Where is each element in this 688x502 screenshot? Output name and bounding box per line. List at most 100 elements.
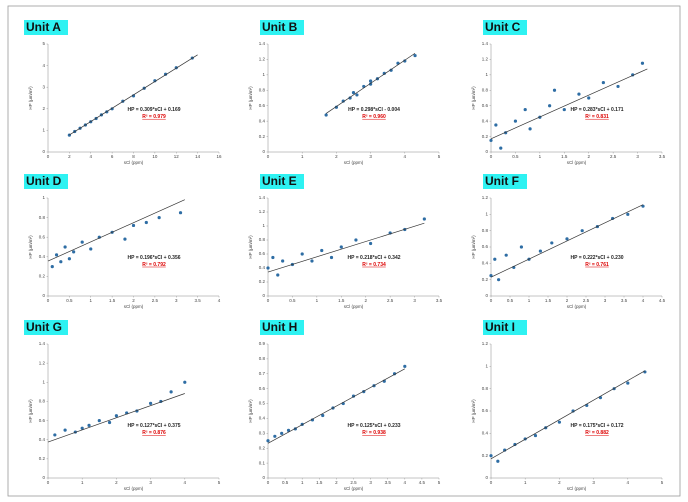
x-tick-label: 1.5 [338, 298, 345, 303]
y-tick-label: 0.8 [259, 87, 266, 92]
point [504, 253, 508, 257]
y-tick-label: 1 [262, 72, 265, 77]
y-tick-label: 0 [42, 293, 45, 298]
point [310, 418, 315, 422]
x-tick-label: 1.5 [109, 298, 116, 303]
trend-line [490, 204, 644, 278]
r-squared: R² = 0.876 [142, 430, 166, 436]
x-tick-label: 5 [438, 154, 441, 159]
x-tick-label: 3 [636, 154, 639, 159]
y-tick-label: 5 [42, 41, 45, 46]
x-tick-label: 3 [175, 298, 178, 303]
x-tick-label: 1 [528, 298, 531, 303]
y-tick-label: 1 [485, 212, 488, 217]
y-axis-label: HP (µm/m²) [471, 235, 476, 259]
y-tick-label: 1.2 [259, 209, 266, 214]
point [382, 71, 386, 75]
chart-title: Unit A [26, 20, 61, 34]
equation: HP = 0.218*sCl + 0.342 [348, 255, 401, 261]
equation: HP = 0.127*sCl + 0.375 [128, 423, 181, 429]
x-tick-label: 5 [218, 480, 221, 485]
x-tick-label: 2 [566, 298, 569, 303]
y-tick-label: 0 [485, 293, 488, 298]
point [271, 255, 275, 260]
y-axis-label: HP (µm/m²) [28, 235, 33, 259]
point [489, 138, 493, 143]
x-tick-label: 2 [68, 154, 71, 159]
chart-panel: Unit E 0 0.5 1 1.5 2 2.5 3 3.5 0 0.2 0.4 0.6 0.8 1 1.2 1… [248, 174, 443, 309]
point [413, 53, 417, 58]
x-tick-label: 1.5 [316, 480, 323, 485]
point [422, 217, 426, 221]
y-axis-label: HP (µm/m²) [471, 86, 476, 110]
title-highlight [260, 20, 304, 35]
chart-panel: Unit H 0 0.5 1 1.5 2 2.5 3 3.5 4 4.5 5 0 0.1 0.2 0.3 0.4… [248, 320, 441, 491]
x-tick-label: 10 [152, 154, 158, 159]
x-tick-label: 3 [149, 480, 152, 485]
x-tick-label: 16 [216, 154, 222, 159]
x-tick-label: 0.5 [512, 154, 519, 159]
x-tick-label: 2 [587, 154, 590, 159]
y-tick-label: 0.3 [259, 431, 266, 436]
y-tick-label: 1 [42, 128, 45, 133]
x-tick-label: 3.5 [621, 298, 628, 303]
point [548, 104, 552, 108]
x-tick-label: 0.5 [66, 298, 73, 303]
y-tick-label: 0.7 [259, 371, 266, 376]
x-tick-label: 0 [47, 480, 50, 485]
x-axis-label: sCl (ppm) [124, 486, 144, 491]
y-tick-label: 0.4 [39, 437, 46, 442]
point [369, 82, 373, 86]
chart-title: Unit D [26, 174, 62, 188]
title-highlight [24, 20, 68, 35]
x-tick-label: 5 [661, 480, 664, 485]
x-tick-label: 1.5 [545, 298, 552, 303]
y-tick-label: 0.8 [482, 386, 489, 391]
point [496, 459, 500, 463]
x-tick-label: 0 [490, 480, 493, 485]
point [310, 259, 314, 263]
x-tick-label: 0.5 [507, 298, 514, 303]
x-tick-label: 3 [369, 480, 372, 485]
x-tick-label: 1 [316, 298, 319, 303]
chart-title: Unit C [485, 20, 521, 34]
x-tick-label: 2.5 [350, 480, 357, 485]
title-highlight [483, 20, 527, 35]
title-highlight [483, 320, 527, 335]
y-tick-label: 2 [42, 106, 45, 111]
r-squared: R² = 0.882 [585, 430, 609, 436]
point [320, 248, 324, 253]
point [67, 257, 71, 261]
x-tick-label: 1 [301, 154, 304, 159]
point [169, 390, 173, 394]
y-tick-label: 0.8 [482, 228, 489, 233]
y-tick-label: 1 [485, 364, 488, 369]
point [97, 418, 101, 423]
x-axis-label: sCl (ppm) [344, 486, 364, 491]
x-axis-label: sCl (ppm) [567, 160, 587, 165]
y-tick-label: 0 [262, 149, 265, 154]
x-tick-label: 4 [404, 480, 407, 485]
x-tick-label: 1 [89, 298, 92, 303]
x-axis-label: sCl (ppm) [567, 304, 587, 309]
y-tick-label: 0.4 [39, 254, 46, 259]
point [54, 253, 59, 257]
point [493, 257, 497, 261]
chart-panel: Unit C 0 0.5 1 1.5 2 2.5 3 3.5 0 0.2 0.4 0.6 0.8 1 1.2 1… [471, 20, 666, 165]
y-tick-label: 0.2 [39, 456, 46, 461]
r-squared: R² = 0.960 [362, 114, 386, 120]
y-tick-label: 0.8 [39, 399, 46, 404]
point [533, 433, 538, 438]
y-tick-label: 0.8 [259, 356, 266, 361]
point [369, 241, 373, 246]
x-tick-label: 2 [558, 480, 561, 485]
point [403, 59, 407, 63]
y-tick-label: 1.4 [39, 341, 46, 346]
point [601, 80, 605, 85]
point [497, 278, 501, 282]
point [63, 245, 67, 249]
chart-title: Unit E [262, 174, 297, 188]
x-tick-label: 12 [174, 154, 180, 159]
y-tick-label: 0.6 [259, 386, 266, 391]
